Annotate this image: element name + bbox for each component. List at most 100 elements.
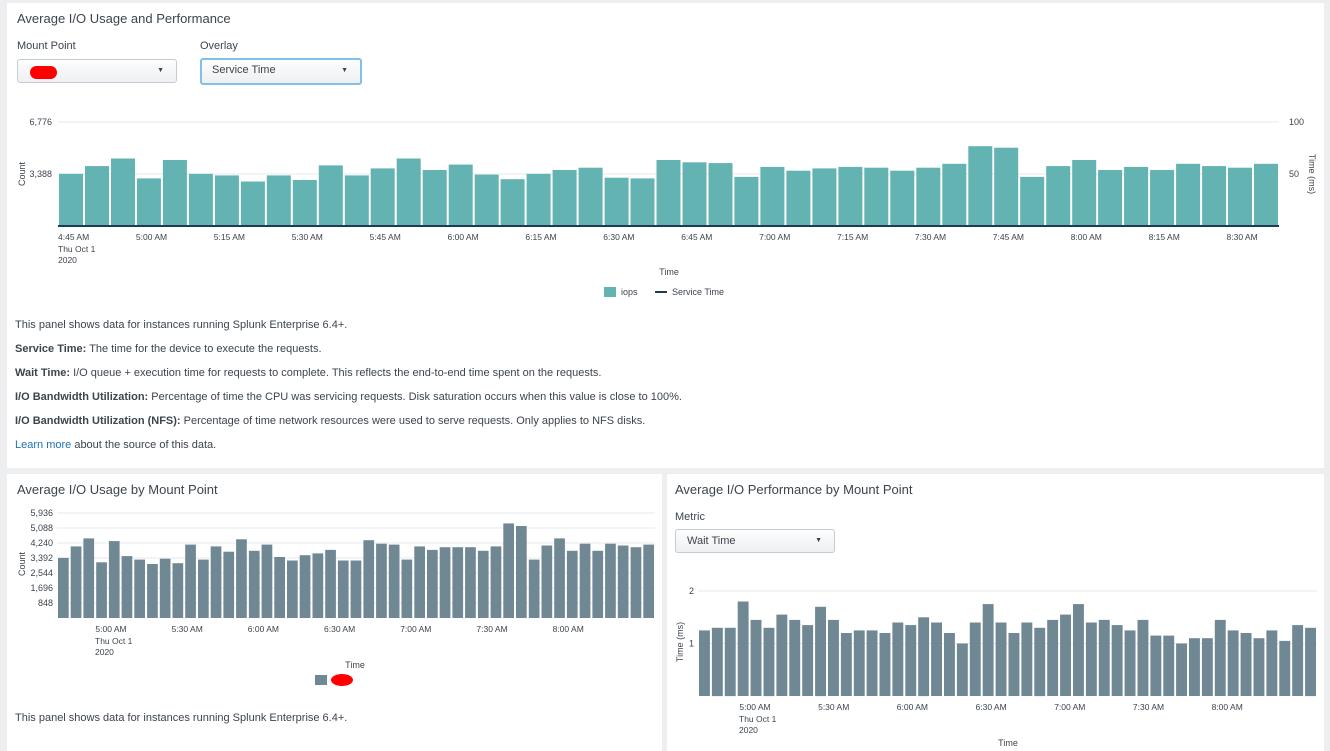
- data-bar: [503, 523, 514, 618]
- data-bar: [630, 178, 655, 226]
- data-bar: [292, 180, 317, 226]
- data-bar: [474, 174, 499, 226]
- mount-point-dropdown[interactable]: ▼: [17, 59, 177, 83]
- mount-performance-chart: 2 1 5:00 AM 5:30 AM 6:00 AM 6:30 AM 7:00 AM 7:…: [675, 586, 1317, 748]
- metric-selected-value: Wait Time: [687, 535, 736, 547]
- y-tick-label: 6,776: [29, 117, 52, 127]
- data-bar: [605, 543, 616, 618]
- data-bar: [70, 546, 82, 618]
- x-tick-label: 7:00 AM: [400, 624, 431, 634]
- data-bar: [396, 158, 421, 226]
- panel-title: Average I/O Usage by Mount Point: [17, 482, 218, 497]
- data-bar: [58, 557, 69, 618]
- data-bar: [1228, 167, 1252, 226]
- data-bar: [370, 168, 395, 226]
- mount-point-label: Mount Point: [17, 40, 76, 52]
- data-bar: [1137, 619, 1149, 696]
- data-bar: [1240, 633, 1252, 696]
- data-bar: [1266, 630, 1278, 696]
- data-bar: [83, 538, 95, 618]
- data-bar: [490, 546, 502, 618]
- io-performance-by-mount-panel: Average I/O Performance by Mount Point M…: [667, 474, 1324, 751]
- x-tick-date-label: Thu Oct 1: [58, 244, 96, 254]
- data-bar: [1176, 643, 1187, 696]
- data-bar: [318, 165, 343, 226]
- y-axis-label: Count: [17, 552, 27, 577]
- data-bar: [1279, 640, 1291, 696]
- data-bar: [969, 622, 981, 696]
- io-usage-by-mount-panel: Average I/O Usage by Mount Point 5,936 5,…: [7, 474, 662, 751]
- y-axis-label: Count: [17, 162, 27, 187]
- x-tick-date-label: Thu Oct 1: [739, 714, 777, 724]
- data-bar: [942, 163, 967, 226]
- learn-more-link[interactable]: Learn more: [15, 439, 72, 451]
- data-bar: [1098, 170, 1123, 226]
- data-bar: [401, 559, 413, 618]
- data-bar: [905, 625, 917, 696]
- x-tick-label: 5:15 AM: [214, 232, 245, 242]
- data-bar: [210, 546, 222, 618]
- x-tick-label: 6:30 AM: [976, 702, 1007, 712]
- data-bar: [287, 560, 298, 618]
- x-tick-label: 6:00 AM: [248, 624, 279, 634]
- chevron-down-icon: ▼: [157, 67, 164, 74]
- x-tick-label: 7:30 AM: [915, 232, 946, 242]
- data-bar: [136, 178, 161, 226]
- bandwidth-nfs-text: Percentage of time network resources wer…: [180, 415, 646, 427]
- data-bar: [376, 543, 387, 618]
- data-bar: [185, 544, 196, 618]
- x-tick-label: 8:30 AM: [1227, 232, 1258, 242]
- data-bar: [656, 160, 681, 226]
- metric-dropdown[interactable]: Wait Time ▼: [675, 529, 835, 553]
- data-bar: [789, 619, 801, 696]
- y-tick-label: 4,240: [30, 538, 53, 548]
- data-bar: [1163, 635, 1175, 696]
- data-bar: [931, 622, 942, 696]
- data-bar: [1176, 163, 1201, 226]
- data-bar: [776, 614, 788, 696]
- data-bar: [96, 562, 107, 618]
- data-bar: [1201, 638, 1213, 696]
- x-tick-label: 5:30 AM: [172, 624, 203, 634]
- data-bar: [452, 547, 464, 618]
- y-tick-label: 3,388: [29, 169, 52, 179]
- bandwidth-nfs-description: I/O Bandwidth Utilization (NFS): Percent…: [15, 415, 645, 427]
- data-bar: [1060, 614, 1071, 696]
- chevron-down-icon: ▼: [341, 67, 348, 74]
- data-bar: [995, 622, 1007, 696]
- data-bar: [1111, 625, 1123, 696]
- data-bar: [1034, 627, 1046, 697]
- redacted-legend-label: [331, 674, 353, 686]
- data-bar: [1189, 638, 1200, 696]
- data-bar: [528, 559, 540, 618]
- overlay-dropdown[interactable]: Service Time ▼: [200, 58, 362, 85]
- data-bar: [682, 162, 707, 226]
- io-usage-performance-panel: Average I/O Usage and Performance Mount …: [7, 3, 1324, 468]
- data-bar: [439, 547, 451, 618]
- data-bar: [526, 173, 551, 226]
- data-bar: [879, 633, 891, 696]
- data-bar: [236, 539, 247, 618]
- x-tick-date-label: 2020: [95, 647, 114, 657]
- x-tick-label: 7:00 AM: [1054, 702, 1085, 712]
- panel-footer: This panel shows data for instances runn…: [15, 712, 348, 724]
- data-bar: [1073, 604, 1084, 696]
- data-bar: [223, 551, 235, 618]
- panel-title: Average I/O Performance by Mount Point: [675, 482, 913, 497]
- data-bar: [552, 170, 577, 226]
- data-bar: [111, 158, 135, 226]
- y-right-tick-label: 50: [1289, 169, 1299, 179]
- service-time-text: The time for the device to execute the r…: [86, 343, 322, 355]
- x-tick-label: 5:30 AM: [818, 702, 849, 712]
- data-bar: [422, 170, 447, 226]
- x-tick-date-label: Thu Oct 1: [95, 636, 133, 646]
- data-bar: [968, 146, 993, 226]
- data-bar: [1098, 619, 1110, 696]
- x-tick-label: 8:00 AM: [1212, 702, 1243, 712]
- data-bar: [578, 167, 603, 226]
- data-bar: [890, 170, 915, 226]
- data-bar: [918, 617, 930, 697]
- x-tick-label: 5:30 AM: [292, 232, 323, 242]
- data-bar: [214, 175, 239, 226]
